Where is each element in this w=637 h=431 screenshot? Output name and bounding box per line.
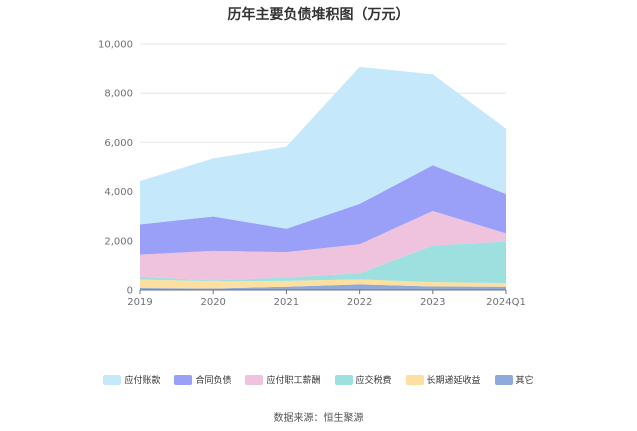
y-tick-label: 8,000 (104, 89, 133, 100)
y-tick-label: 0 (127, 286, 133, 297)
legend-swatch (174, 374, 193, 385)
area-series (140, 279, 506, 289)
legend-swatch (405, 374, 424, 385)
axes: 0 2,000 4,000 6,000 8,000 10,000 2019 2020 2021 2… (98, 40, 526, 309)
y-tick-label: 4,000 (104, 187, 133, 198)
x-tick-label: 2023 (420, 297, 445, 308)
legend-swatch (103, 374, 122, 385)
area-series (140, 211, 506, 281)
legend-item[interactable]: 应付职工薪酬 (245, 373, 321, 386)
y-tick-label: 10,000 (98, 40, 133, 51)
legend-label: 应付职工薪酬 (266, 376, 321, 386)
y-tick-label: 6,000 (104, 138, 133, 149)
area-series (140, 66, 506, 229)
data-source-note: 数据来源：恒生聚源 (273, 413, 364, 424)
legend-label: 其它 (515, 376, 534, 386)
legend-label: 应交税费 (355, 376, 392, 386)
legend-item[interactable]: 应付账款 (103, 373, 160, 386)
legend-item[interactable]: 应交税费 (334, 373, 392, 386)
chart-legend: 应付账款 合同负债 应付职工薪酬 应交税费 长期递延收益 其它 (0, 373, 637, 386)
area-series (140, 284, 506, 290)
area-series (140, 165, 506, 255)
chart-title: 历年主要负债堆积图（万元） (227, 7, 410, 23)
x-tick-label: 2022 (347, 297, 372, 308)
legend-swatch (245, 374, 264, 385)
legend-label: 应付账款 (124, 376, 161, 386)
x-tick-label: 2021 (274, 297, 299, 308)
x-tick-label: 2019 (127, 297, 152, 308)
legend-item[interactable]: 其它 (494, 373, 534, 386)
legend-label: 长期递延收益 (426, 376, 481, 386)
legend-item[interactable]: 长期递延收益 (405, 373, 481, 386)
x-tick-label: 2024Q1 (486, 297, 526, 308)
legend-label: 合同负债 (195, 376, 232, 386)
x-tick-label: 2020 (200, 297, 225, 308)
y-tick-label: 2,000 (104, 236, 133, 247)
legend-item[interactable]: 合同负债 (174, 373, 231, 386)
legend-swatch (334, 374, 353, 385)
area-series (140, 241, 506, 284)
series-areas (140, 66, 506, 290)
legend-swatch (494, 374, 513, 385)
